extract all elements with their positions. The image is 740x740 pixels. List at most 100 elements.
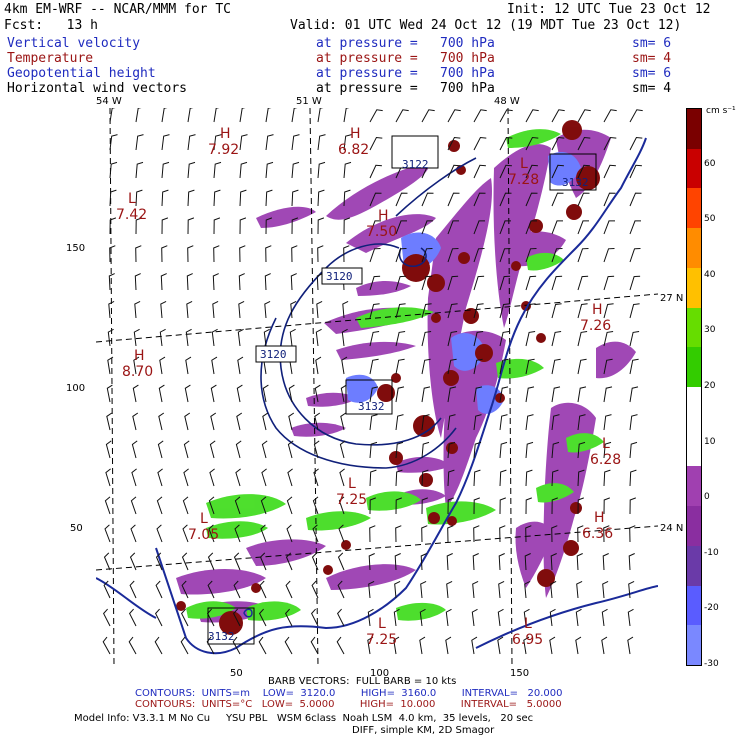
wind-barb — [395, 109, 409, 123]
wind-barbs — [102, 108, 643, 655]
forecast-hour: Fcst: 13 h — [4, 18, 98, 33]
wind-barb — [262, 412, 269, 431]
wind-barb — [551, 192, 564, 207]
wind-barb — [181, 552, 189, 571]
wind-barb — [109, 134, 118, 151]
wind-barb — [264, 300, 271, 319]
wind-barb — [628, 553, 635, 571]
wind-barb — [497, 608, 504, 627]
wind-barb — [525, 525, 532, 543]
wind-barb — [341, 328, 348, 347]
wind-barb — [234, 496, 241, 515]
wind-barb — [155, 580, 163, 599]
field-sm-geopotential: sm= 6 — [632, 66, 672, 81]
wind-barb — [337, 552, 345, 571]
wind-barb — [135, 217, 143, 235]
wind-barb — [369, 358, 379, 375]
wind-barb — [135, 134, 144, 151]
wind-barb — [239, 217, 247, 235]
wind-barb — [133, 328, 140, 347]
wind-barb — [421, 469, 429, 487]
geopotential-labels: 3122 3120 3120 3132 3132 3132 — [207, 135, 597, 645]
wind-barb — [213, 161, 222, 179]
wind-barb — [234, 524, 241, 543]
wind-barb — [212, 300, 219, 319]
wind-barb — [317, 134, 326, 151]
wind-barb — [104, 496, 111, 515]
wind-barb — [187, 108, 194, 123]
wind-barb — [369, 525, 376, 543]
wind-barb — [524, 580, 531, 599]
wind-barb — [212, 273, 219, 291]
wind-barb — [132, 412, 139, 431]
colorbar-segment — [687, 267, 701, 308]
wind-barb — [107, 328, 114, 347]
wind-barb — [499, 275, 511, 291]
wind-barb — [499, 136, 513, 151]
valid-time: Valid: 01 UTC Wed 24 Oct 12 (19 MDT Tue … — [290, 18, 682, 33]
wind-barb — [265, 134, 274, 151]
wind-barb — [287, 440, 294, 459]
temp-center-value: 8.70 — [122, 364, 153, 380]
field-sm-wind: sm= 4 — [632, 81, 672, 96]
wind-barb — [367, 608, 374, 627]
wind-barb — [336, 636, 345, 655]
wind-barb — [131, 468, 137, 487]
colorbar-tick-label: 40 — [704, 269, 716, 280]
wind-barb — [421, 192, 434, 207]
wind-barb — [629, 109, 643, 123]
geopotential-contours — [260, 157, 477, 469]
wind-barb — [109, 161, 118, 179]
wind-barb — [499, 220, 511, 235]
wind-barb — [108, 300, 115, 319]
wind-barb — [421, 414, 430, 431]
wind-barb — [285, 580, 293, 599]
wind-barb — [551, 164, 564, 179]
wind-barb — [289, 328, 296, 347]
wind-barb — [187, 189, 195, 207]
wind-barb — [316, 300, 323, 319]
field-level-vertical-velocity: 700 hPa — [440, 36, 495, 51]
wind-barb — [239, 189, 247, 207]
wind-barb — [106, 412, 113, 431]
wind-barb — [395, 497, 402, 515]
wind-barb — [316, 273, 323, 291]
wind-barb — [265, 189, 273, 207]
wind-barb — [155, 552, 163, 571]
wind-barb — [213, 217, 221, 235]
temp-center-kind: L — [520, 156, 528, 172]
wind-barb — [337, 580, 345, 599]
colorbar-segment — [687, 625, 701, 665]
temp-center-kind: H — [350, 126, 361, 142]
wind-barb — [577, 525, 584, 543]
wind-barb — [290, 300, 297, 319]
wind-barb — [525, 275, 537, 291]
wind-barb — [471, 636, 478, 655]
wind-barb — [421, 386, 431, 403]
gph-label-6: 3132 — [208, 630, 235, 643]
wind-barb — [233, 580, 241, 599]
wind-barb — [336, 608, 345, 627]
wind-barb — [525, 248, 537, 263]
temp-center-kind: L — [128, 191, 136, 207]
wind-barb — [133, 356, 140, 375]
wind-barb — [158, 384, 165, 403]
wind-barb — [577, 248, 589, 263]
wind-barb — [551, 414, 560, 431]
wind-barb — [262, 384, 269, 403]
wind-barb — [395, 441, 404, 459]
wind-barb — [525, 136, 539, 151]
wind-barb — [367, 636, 374, 655]
wind-barb — [551, 386, 561, 403]
wind-barb — [499, 414, 508, 431]
wind-barb — [447, 136, 461, 151]
wind-barb — [314, 412, 321, 431]
wind-barb — [342, 300, 349, 319]
colorbar-tick-label: 30 — [704, 325, 716, 336]
wind-barb — [184, 412, 191, 431]
wind-barb — [238, 300, 245, 319]
wind-barb — [182, 496, 189, 515]
wind-barb — [577, 303, 588, 319]
wind-barb — [394, 553, 401, 571]
contours-gph: CONTOURS: UNITS=m LOW= 3120.0 HIGH= 3160… — [135, 688, 563, 699]
